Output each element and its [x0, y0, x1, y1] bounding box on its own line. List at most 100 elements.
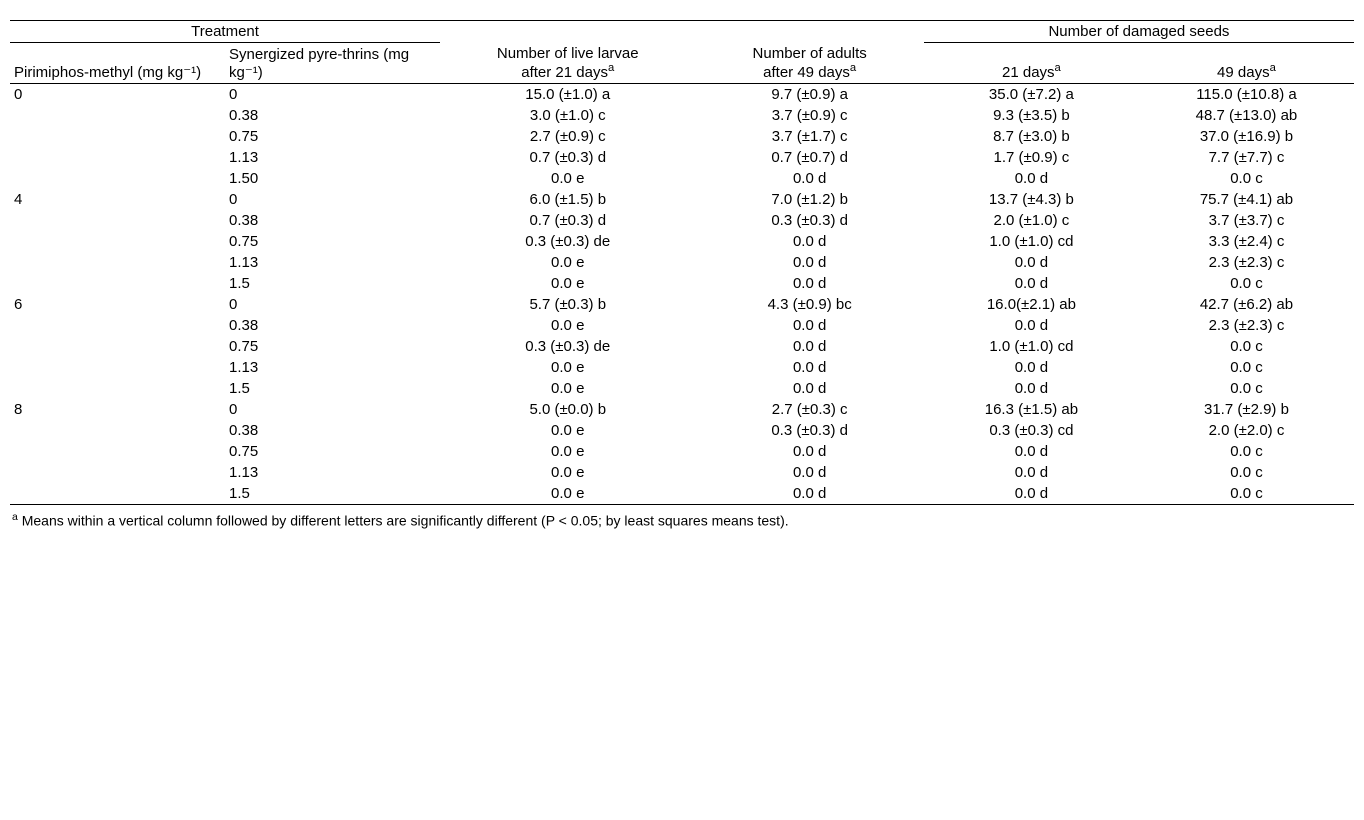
- cell-d21: 0.0 d: [924, 315, 1139, 336]
- cell-adults: 9.7 (±0.9) a: [695, 83, 923, 105]
- cell-pirimiphos: [10, 126, 225, 147]
- cell-d49: 48.7 (±13.0) ab: [1139, 105, 1354, 126]
- cell-pyrethrins: 1.13: [225, 252, 440, 273]
- cell-d49: 2.3 (±2.3) c: [1139, 315, 1354, 336]
- cell-adults: 0.3 (±0.3) d: [695, 420, 923, 441]
- table-row: 1.500.0 e0.0 d0.0 d0.0 c: [10, 168, 1354, 189]
- cell-adults: 0.0 d: [695, 462, 923, 483]
- cell-pirimiphos: [10, 441, 225, 462]
- header-larvae: Number of live larvae after 21 daysa: [440, 43, 695, 84]
- table-row: 1.130.0 e0.0 d0.0 d2.3 (±2.3) c: [10, 252, 1354, 273]
- cell-d49: 0.0 c: [1139, 336, 1354, 357]
- cell-adults: 7.0 (±1.2) b: [695, 189, 923, 210]
- cell-d21: 0.3 (±0.3) cd: [924, 420, 1139, 441]
- cell-d21: 1.0 (±1.0) cd: [924, 231, 1139, 252]
- header-d49: 49 daysa: [1139, 43, 1354, 84]
- cell-d49: 3.7 (±3.7) c: [1139, 210, 1354, 231]
- cell-pirimiphos: [10, 105, 225, 126]
- cell-larvae: 0.0 e: [440, 420, 695, 441]
- cell-adults: 0.0 d: [695, 336, 923, 357]
- header-adults: Number of adults after 49 daysa: [695, 43, 923, 84]
- cell-pyrethrins: 0.75: [225, 231, 440, 252]
- cell-d21: 1.0 (±1.0) cd: [924, 336, 1139, 357]
- cell-pirimiphos: [10, 315, 225, 336]
- cell-d49: 42.7 (±6.2) ab: [1139, 294, 1354, 315]
- table-row: 0.750.3 (±0.3) de0.0 d1.0 (±1.0) cd0.0 c: [10, 336, 1354, 357]
- cell-pyrethrins: 1.13: [225, 147, 440, 168]
- table-row: 0.750.3 (±0.3) de0.0 d1.0 (±1.0) cd3.3 (…: [10, 231, 1354, 252]
- cell-d21: 0.0 d: [924, 168, 1139, 189]
- table-row: 0.380.0 e0.3 (±0.3) d0.3 (±0.3) cd2.0 (±…: [10, 420, 1354, 441]
- cell-d49: 0.0 c: [1139, 168, 1354, 189]
- cell-pyrethrins: 0.38: [225, 315, 440, 336]
- cell-larvae: 0.3 (±0.3) de: [440, 336, 695, 357]
- cell-d21: 1.7 (±0.9) c: [924, 147, 1139, 168]
- header-d21: 21 daysa: [924, 43, 1139, 84]
- cell-d49: 37.0 (±16.9) b: [1139, 126, 1354, 147]
- header-treatment: Treatment: [10, 21, 440, 43]
- cell-adults: 0.7 (±0.7) d: [695, 147, 923, 168]
- cell-adults: 3.7 (±0.9) c: [695, 105, 923, 126]
- table-row: 406.0 (±1.5) b7.0 (±1.2) b13.7 (±4.3) b7…: [10, 189, 1354, 210]
- cell-adults: 0.0 d: [695, 357, 923, 378]
- cell-adults: 0.0 d: [695, 378, 923, 399]
- cell-pirimiphos: [10, 378, 225, 399]
- cell-pirimiphos: [10, 420, 225, 441]
- cell-pyrethrins: 0: [225, 294, 440, 315]
- cell-d21: 9.3 (±3.5) b: [924, 105, 1139, 126]
- cell-pirimiphos: [10, 357, 225, 378]
- cell-d49: 0.0 c: [1139, 357, 1354, 378]
- cell-pyrethrins: 0.38: [225, 210, 440, 231]
- cell-pirimiphos: [10, 483, 225, 505]
- cell-larvae: 3.0 (±1.0) c: [440, 105, 695, 126]
- cell-pirimiphos: 4: [10, 189, 225, 210]
- cell-adults: 3.7 (±1.7) c: [695, 126, 923, 147]
- cell-d21: 0.0 d: [924, 357, 1139, 378]
- header-damaged: Number of damaged seeds: [924, 21, 1354, 43]
- cell-d21: 8.7 (±3.0) b: [924, 126, 1139, 147]
- cell-pirimiphos: 0: [10, 83, 225, 105]
- cell-pirimiphos: [10, 168, 225, 189]
- cell-d49: 115.0 (±10.8) a: [1139, 83, 1354, 105]
- cell-d21: 16.0(±2.1) ab: [924, 294, 1139, 315]
- table-row: 1.50.0 e0.0 d0.0 d0.0 c: [10, 483, 1354, 505]
- cell-pyrethrins: 0: [225, 399, 440, 420]
- table-row: 0.752.7 (±0.9) c3.7 (±1.7) c8.7 (±3.0) b…: [10, 126, 1354, 147]
- table-row: 0.380.7 (±0.3) d0.3 (±0.3) d2.0 (±1.0) c…: [10, 210, 1354, 231]
- cell-pyrethrins: 0.75: [225, 126, 440, 147]
- cell-d49: 3.3 (±2.4) c: [1139, 231, 1354, 252]
- table-row: 0.750.0 e0.0 d0.0 d0.0 c: [10, 441, 1354, 462]
- cell-pirimiphos: [10, 273, 225, 294]
- cell-d21: 16.3 (±1.5) ab: [924, 399, 1139, 420]
- cell-larvae: 15.0 (±1.0) a: [440, 83, 695, 105]
- cell-d21: 0.0 d: [924, 378, 1139, 399]
- cell-adults: 0.0 d: [695, 252, 923, 273]
- cell-d21: 13.7 (±4.3) b: [924, 189, 1139, 210]
- cell-pyrethrins: 1.50: [225, 168, 440, 189]
- cell-pyrethrins: 1.13: [225, 462, 440, 483]
- cell-larvae: 0.7 (±0.3) d: [440, 147, 695, 168]
- cell-d21: 0.0 d: [924, 252, 1139, 273]
- cell-pyrethrins: 1.13: [225, 357, 440, 378]
- cell-larvae: 0.0 e: [440, 441, 695, 462]
- cell-d49: 31.7 (±2.9) b: [1139, 399, 1354, 420]
- cell-d49: 0.0 c: [1139, 441, 1354, 462]
- cell-larvae: 0.0 e: [440, 357, 695, 378]
- cell-pyrethrins: 0: [225, 189, 440, 210]
- cell-pyrethrins: 0.38: [225, 420, 440, 441]
- header-pyrethrins: Synergized pyre-thrins (mg kg⁻¹): [225, 43, 440, 84]
- cell-d21: 0.0 d: [924, 462, 1139, 483]
- cell-d49: 7.7 (±7.7) c: [1139, 147, 1354, 168]
- cell-larvae: 0.0 e: [440, 315, 695, 336]
- cell-pirimiphos: [10, 336, 225, 357]
- cell-adults: 2.7 (±0.3) c: [695, 399, 923, 420]
- cell-pyrethrins: 1.5: [225, 273, 440, 294]
- cell-adults: 0.0 d: [695, 273, 923, 294]
- cell-d21: 35.0 (±7.2) a: [924, 83, 1139, 105]
- cell-pirimiphos: [10, 462, 225, 483]
- table-row: 0015.0 (±1.0) a9.7 (±0.9) a35.0 (±7.2) a…: [10, 83, 1354, 105]
- table-row: 1.130.0 e0.0 d0.0 d0.0 c: [10, 357, 1354, 378]
- cell-d49: 0.0 c: [1139, 378, 1354, 399]
- cell-d21: 0.0 d: [924, 483, 1139, 505]
- cell-d49: 0.0 c: [1139, 483, 1354, 505]
